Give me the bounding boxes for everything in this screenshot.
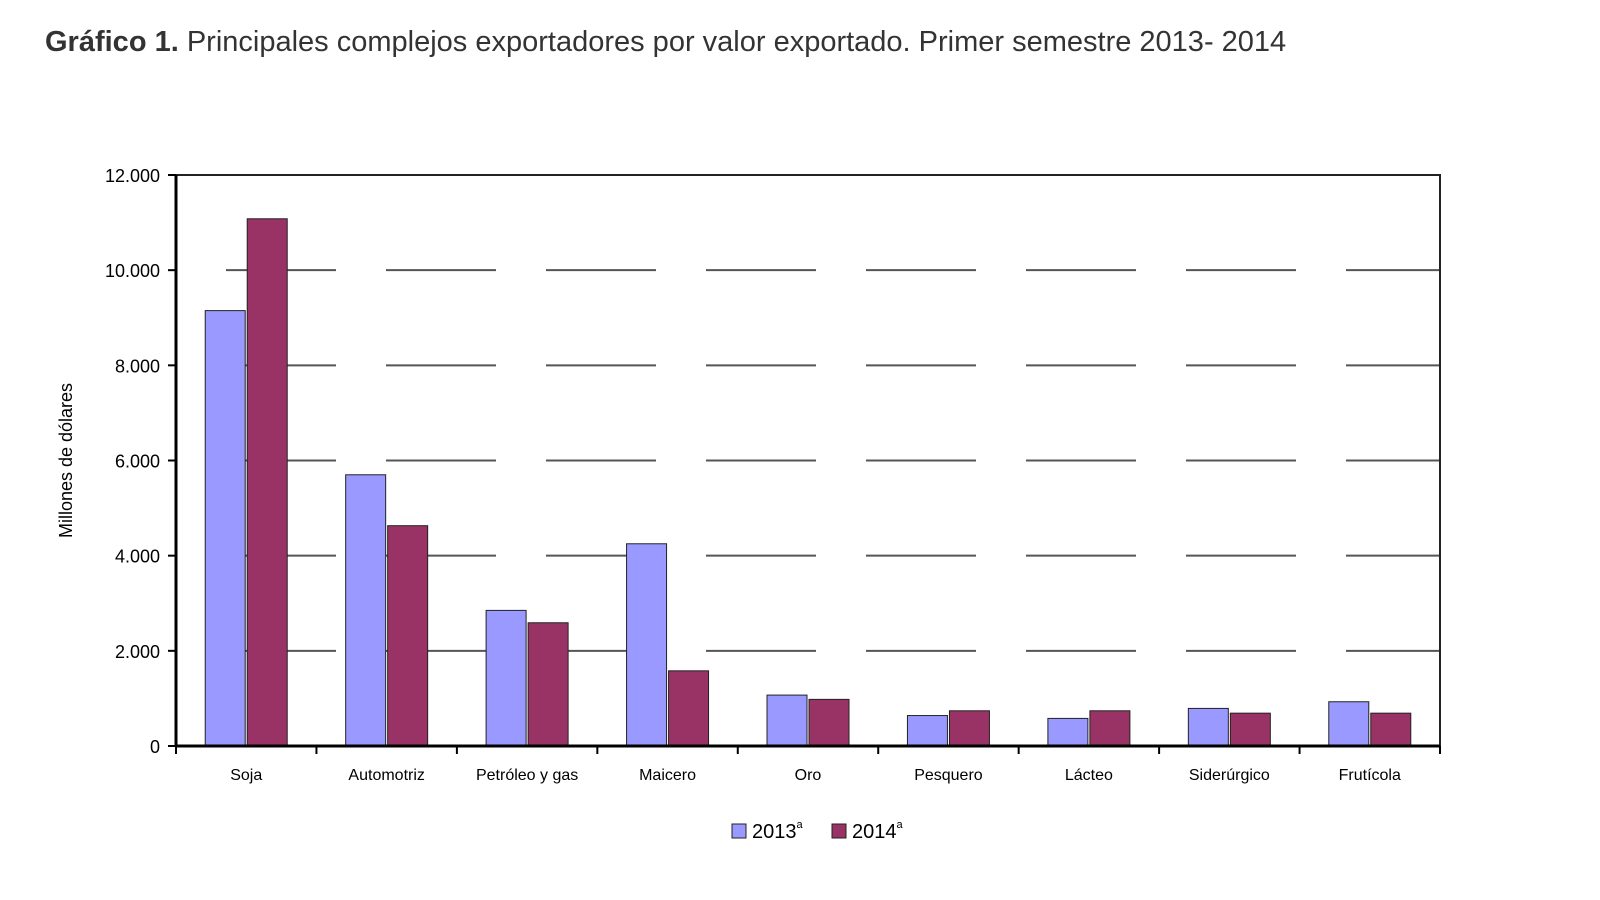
axes — [168, 174, 1441, 754]
bar-2014 — [948, 710, 990, 747]
legend-superscript: a — [797, 819, 804, 831]
x-category-label: Pesquero — [914, 767, 983, 784]
y-tick-label: 4.000 — [115, 547, 160, 567]
gridlines — [176, 269, 1440, 652]
y-tick-label: 2.000 — [115, 642, 160, 662]
bar-2013 — [345, 474, 387, 747]
bar-2013 — [906, 715, 948, 747]
bar-2014 — [387, 525, 429, 747]
y-tick-label: 10.000 — [105, 261, 160, 281]
x-category-label: Frutícola — [1339, 767, 1401, 784]
y-tick-label: 12.000 — [105, 166, 160, 186]
bar-2013 — [1047, 717, 1089, 747]
bar-2013 — [1187, 707, 1229, 747]
x-category-label: Oro — [795, 767, 822, 784]
bar-2013 — [485, 609, 527, 747]
x-category-label: Siderúrgico — [1189, 767, 1270, 784]
bars — [204, 218, 1412, 747]
chart-title: Gráfico 1. Principales complejos exporta… — [45, 26, 1286, 59]
bar-2013 — [1328, 701, 1370, 747]
bar-2014 — [246, 218, 288, 747]
legend: 2013a 2014a — [731, 819, 904, 843]
x-category-label: Maicero — [639, 767, 696, 784]
bar-2014 — [1370, 712, 1412, 747]
bar-2014 — [1089, 710, 1131, 747]
y-tick-labels: 0 2.000 4.000 6.000 8.000 10.000 12.000 — [105, 166, 160, 757]
bar-2013 — [766, 694, 808, 747]
y-axis-label: Millones de dólares — [56, 383, 76, 538]
bar-2014 — [527, 622, 569, 747]
legend-label-2013: 2013a — [752, 819, 804, 843]
y-tick-label: 8.000 — [115, 356, 160, 376]
legend-swatch-2014 — [831, 823, 847, 839]
x-category-label: Lácteo — [1065, 767, 1113, 784]
y-tick-label: 0 — [150, 737, 160, 757]
bar-2014 — [808, 698, 850, 747]
x-category-labels: Soja Automotriz Petróleo y gas Maicero Oro Pe… — [230, 767, 1401, 784]
chart-title-text: Principales complejos exportadores por v… — [186, 26, 1287, 58]
x-category-label: Automotriz — [348, 767, 424, 784]
legend-swatch-2013 — [731, 823, 747, 839]
legend-superscript: a — [897, 819, 904, 831]
bar-2013 — [204, 310, 246, 747]
x-category-label: Petróleo y gas — [476, 767, 578, 784]
y-tick-label: 6.000 — [115, 452, 160, 472]
legend-label-2014: 2014a — [852, 819, 904, 843]
bar-2014 — [668, 670, 710, 747]
chart-title-number: Gráfico 1. — [45, 26, 179, 58]
bar-2014 — [1229, 712, 1271, 747]
bar-2013 — [626, 543, 668, 747]
x-category-label: Soja — [230, 767, 262, 784]
